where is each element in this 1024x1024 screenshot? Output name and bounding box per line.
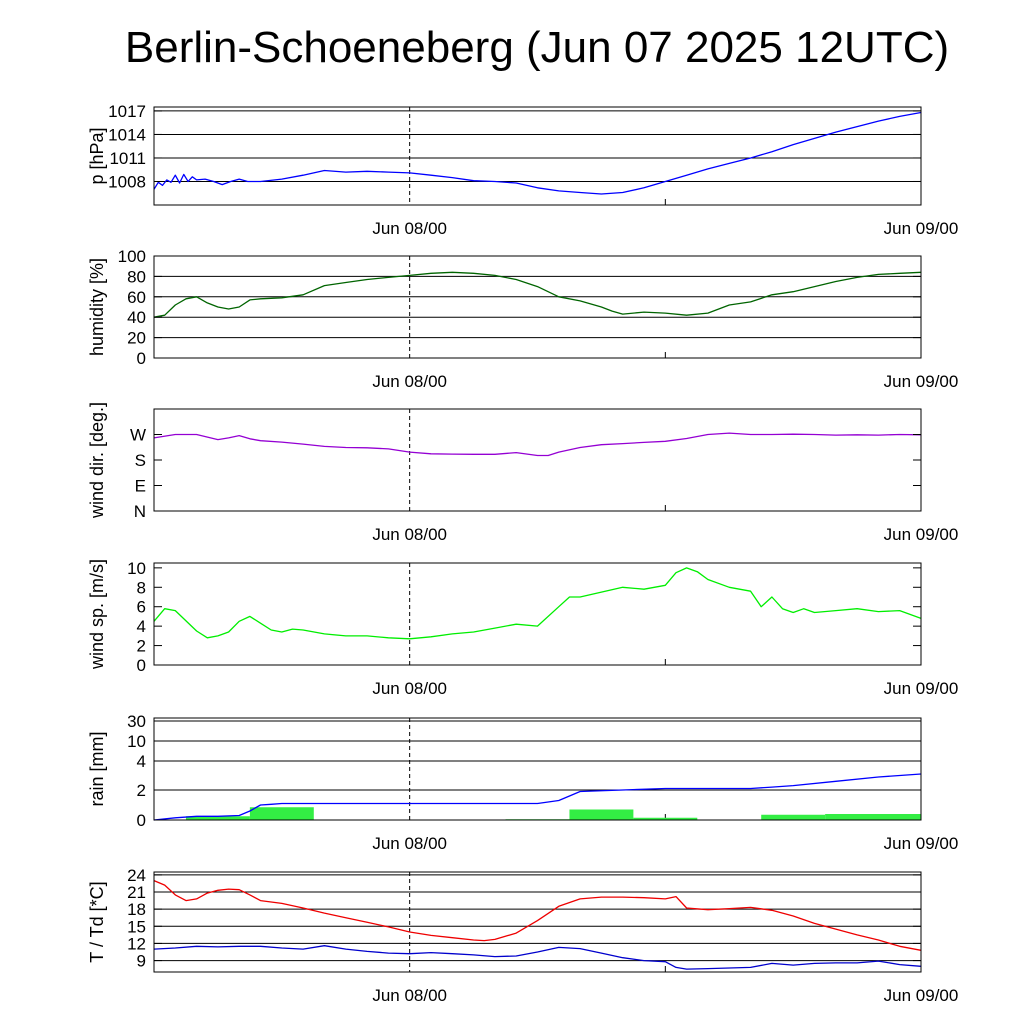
pressure-plot-frame — [153, 106, 922, 206]
humidity-x-tick-label-0: Jun 08/00 — [372, 372, 447, 391]
temperature-y-tick-label-0: 9 — [137, 952, 146, 971]
rain-series-line-1 — [153, 773, 922, 821]
rain-y-axis-label: rain [mm] — [87, 731, 107, 806]
rain-bar-3 — [569, 809, 634, 820]
rain-y-tick-label-1: 2 — [137, 781, 146, 800]
rain-y-tick-label-2: 4 — [137, 752, 146, 771]
rain-bar-5 — [761, 814, 826, 820]
wind-speed-x-tick-label-1: Jun 09/00 — [884, 679, 959, 698]
humidity-plot-frame — [153, 255, 922, 359]
temperature-series-line-1 — [153, 945, 922, 970]
chart-title: Berlin-Schoeneberg (Jun 07 2025 12UTC) — [124, 23, 950, 72]
humidity-series-line-0 — [153, 271, 922, 318]
wind-speed-y-tick-label-5: 10 — [127, 559, 146, 578]
pressure-panel: 1008 1011 1014 1017 Jun 08/00 Jun 09/00 p [hPa… — [87, 102, 958, 238]
rain-bar-0 — [185, 816, 250, 820]
rain-x-tick-label-0: Jun 08/00 — [372, 834, 447, 853]
temperature-x-tick-label-1: Jun 09/00 — [884, 986, 959, 1005]
temperature-x-tick-label-0: Jun 08/00 — [372, 986, 447, 1005]
temperature-y-tick-label-3: 18 — [127, 900, 146, 919]
rain-bar-1 — [249, 807, 314, 820]
rain-y-tick-label-0: 0 — [137, 811, 146, 830]
humidity-y-axis-label: humidity [%] — [87, 258, 107, 356]
humidity-x-tick-label-1: Jun 09/00 — [884, 372, 959, 391]
wind-speed-y-tick-label-3: 6 — [137, 598, 146, 617]
temperature-y-tick-label-5: 24 — [127, 866, 146, 885]
wind-speed-x-tick-label-0: Jun 08/00 — [372, 679, 447, 698]
rain-bar-6 — [825, 814, 921, 820]
humidity-y-tick-label-4: 80 — [127, 267, 146, 286]
temperature-y-tick-label-2: 15 — [127, 917, 146, 936]
humidity-y-tick-label-0: 0 — [137, 349, 146, 368]
wind-speed-y-tick-label-4: 8 — [137, 578, 146, 597]
wind-direction-y-tick-label-0: N — [134, 502, 146, 521]
wind-speed-series-line-0 — [153, 567, 922, 640]
temperature-y-tick-label-4: 21 — [127, 883, 146, 902]
wind-direction-y-tick-label-1: E — [135, 477, 146, 496]
wind-direction-plot-frame — [153, 408, 922, 512]
pressure-series-line-0 — [153, 111, 922, 195]
humidity-y-tick-label-3: 60 — [127, 288, 146, 307]
pressure-y-tick-label-0: 1008 — [108, 172, 146, 191]
rain-x-tick-label-1: Jun 09/00 — [884, 834, 959, 853]
pressure-y-tick-label-1: 1011 — [109, 149, 146, 168]
humidity-y-tick-label-1: 20 — [127, 329, 146, 348]
wind-direction-series-line-0 — [153, 432, 922, 457]
pressure-y-axis-label: p [hPa] — [87, 127, 107, 184]
rain-y-tick-label-3: 10 — [127, 732, 146, 751]
rain-bar-4 — [633, 817, 698, 820]
temperature-y-tick-label-1: 12 — [127, 934, 146, 953]
pressure-y-tick-label-3: 1017 — [108, 102, 146, 121]
humidity-y-tick-label-2: 40 — [127, 308, 146, 327]
wind-speed-y-tick-label-1: 2 — [137, 637, 146, 656]
humidity-y-tick-label-5: 100 — [118, 247, 146, 266]
wind-speed-y-axis-label: wind sp. [m/s] — [87, 559, 107, 670]
temperature-y-axis-label: T / Td [*C] — [87, 881, 107, 962]
wind-direction-y-tick-label-2: S — [135, 451, 146, 470]
wind-speed-y-tick-label-2: 4 — [137, 617, 146, 636]
wind-direction-y-axis-label: wind dir. [deg.] — [87, 402, 107, 519]
temperature-series-line-0 — [153, 880, 922, 951]
pressure-x-tick-label-1: Jun 09/00 — [884, 219, 959, 238]
rain-plot-frame — [153, 717, 922, 821]
wind-speed-plot-frame — [153, 562, 922, 666]
temperature-plot-frame — [153, 871, 922, 973]
rain-y-tick-label-4: 30 — [127, 712, 146, 731]
pressure-y-tick-label-2: 1014 — [108, 125, 146, 144]
wind-direction-y-tick-label-3: W — [130, 426, 146, 445]
wind-direction-x-tick-label-1: Jun 09/00 — [884, 525, 959, 544]
wind-speed-y-tick-label-0: 0 — [137, 656, 146, 675]
wind-direction-x-tick-label-0: Jun 08/00 — [372, 525, 447, 544]
pressure-x-tick-label-0: Jun 08/00 — [372, 219, 447, 238]
